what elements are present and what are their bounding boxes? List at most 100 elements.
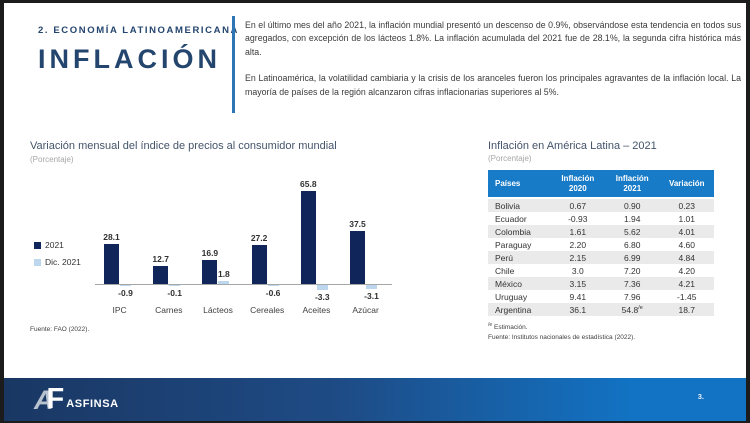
logo-letter-f: F bbox=[46, 382, 65, 415]
intro-paragraph-2: En Latinoamérica, la volatilidad cambiar… bbox=[245, 73, 741, 97]
table-row-paraguay: Paraguay 2.20 6.80 4.60 bbox=[488, 238, 714, 251]
bar-ipc-2021 bbox=[104, 244, 119, 284]
table-cell: 1.94 bbox=[623, 213, 641, 224]
x-axis-line bbox=[95, 284, 392, 285]
accent-divider bbox=[232, 16, 235, 113]
bar-value-label: 28.1 bbox=[103, 232, 120, 243]
section-kicker: 2. ECONOMÍA LATINOAMERICANA bbox=[38, 25, 240, 36]
bar-chart-canvas: 28.1 -0.9 IPC 12.7 -0.1 Carnes 16.9 1.8 Lácteos 2… bbox=[30, 170, 464, 322]
table-cell: 54.8/e bbox=[621, 304, 643, 315]
page-number: 3. bbox=[697, 392, 704, 401]
table-cell: 7.20 bbox=[623, 265, 641, 276]
legend-label: 2021 bbox=[45, 240, 64, 250]
table-row-bolivia: Bolivia 0.67 0.90 0.23 bbox=[488, 198, 714, 213]
chart-source: Fuente: FAO (2022). bbox=[30, 326, 90, 333]
table-cell: -0.93 bbox=[568, 213, 588, 224]
table-header-cell: Inflación 2021 bbox=[605, 170, 660, 200]
table-row-argentina: Argentina 36.1 54.8/e 18.7 bbox=[488, 303, 714, 317]
table-cell: Ecuador bbox=[495, 213, 527, 224]
table-header-cell: Países bbox=[488, 170, 551, 200]
bar-azúcar-dic-2021 bbox=[366, 285, 377, 290]
bar-value-label: 65.8 bbox=[300, 178, 317, 189]
table-cell: 0.90 bbox=[623, 200, 641, 211]
table-cell: 1.01 bbox=[678, 213, 696, 224]
page-title: INFLACIÓN bbox=[38, 44, 221, 74]
footer-band: A F ASFINSA 3. bbox=[4, 378, 746, 421]
table-header-row: Países Inflación 2020 Inflación 2021 Variac… bbox=[488, 170, 714, 200]
bar-cereales-2021 bbox=[251, 245, 267, 284]
logo-letter-a: A bbox=[34, 384, 54, 415]
chart-subtitle: (Porcentaje) bbox=[30, 155, 74, 164]
bar-value-label: 27.2 bbox=[250, 233, 268, 244]
bar-carnes-2021 bbox=[153, 265, 169, 284]
bar-lácteos-2021 bbox=[202, 260, 218, 284]
bar-value-label: -0.1 bbox=[167, 287, 183, 298]
legend-item-2021: 2021 bbox=[34, 240, 64, 250]
table-cell: Paraguay bbox=[495, 239, 532, 250]
intro-text: En el último mes del año 2021, la inflac… bbox=[245, 19, 741, 99]
table-cell: 4.60 bbox=[678, 239, 696, 250]
bar-aceites-dic-2021 bbox=[316, 285, 328, 290]
header: 2. ECONOMÍA LATINOAMERICANA INFLACIÓN bbox=[38, 25, 239, 75]
table-cell: 7.96 bbox=[623, 291, 641, 302]
bar-lácteos-dic-2021 bbox=[218, 281, 230, 284]
table-block: Inflación en América Latina – 2021 (Porc… bbox=[488, 140, 714, 343]
bar-ipc-dic-2021 bbox=[120, 285, 131, 287]
table-row-uruguay: Uruguay 9.41 7.96 -1.45 bbox=[488, 290, 714, 303]
category-label-cereales: Cereales bbox=[250, 305, 285, 315]
table-cell: Chile bbox=[495, 265, 515, 276]
logo-wordmark: ASFINSA bbox=[66, 398, 119, 411]
table-cell: 9.41 bbox=[569, 291, 587, 302]
table-row-méxico: México 3.15 7.36 4.21 bbox=[488, 277, 714, 291]
bar-value-label: -3.1 bbox=[364, 291, 379, 302]
table-header-cell: Inflación 2020 bbox=[550, 170, 606, 200]
table-cell: 5.62 bbox=[623, 226, 641, 237]
inflation-table: Países Inflación 2020 Inflación 2021 Variac… bbox=[488, 170, 714, 317]
table-cell: 3.15 bbox=[569, 278, 587, 289]
table-cell: 1.61 bbox=[569, 226, 587, 237]
bar-value-label: -0.6 bbox=[265, 287, 281, 298]
intro-paragraph-1: En el último mes del año 2021, la inflac… bbox=[245, 20, 741, 57]
bar-value-label: 16.9 bbox=[201, 248, 219, 258]
bar-cereales-dic-2021 bbox=[267, 285, 279, 286]
table-cell: 2.15 bbox=[569, 252, 587, 263]
table-source: Fuente: Institutos nacionales de estadís… bbox=[488, 334, 636, 342]
table-cell: 0.23 bbox=[678, 200, 696, 211]
table-row-ecuador: Ecuador -0.93 1.94 1.01 bbox=[488, 212, 714, 225]
table-row-chile: Chile 3.0 7.20 4.20 bbox=[488, 264, 714, 277]
table-cell: Uruguay bbox=[495, 291, 528, 302]
table-header-cell: Variación bbox=[659, 170, 714, 200]
category-label-carnes: Carnes bbox=[155, 305, 183, 315]
table-cell: México bbox=[495, 278, 522, 289]
chart-title: Variación mensual del índice de precios … bbox=[30, 140, 337, 152]
category-label-azúcar: Azúcar bbox=[352, 305, 379, 315]
legend-swatch bbox=[34, 241, 41, 249]
bar-value-label: -3.3 bbox=[314, 291, 330, 302]
table-subtitle: (Porcentaje) bbox=[488, 154, 532, 163]
table-cell: -1.45 bbox=[677, 291, 697, 302]
table-cell: Colombia bbox=[495, 226, 531, 237]
table-footnotes: /e Estimación. Fuente: Institutos nacion… bbox=[488, 322, 714, 343]
table-cell: 7.36 bbox=[623, 278, 641, 289]
category-label-ipc: IPC bbox=[112, 305, 127, 315]
table-title: Inflación en América Latina – 2021 bbox=[488, 140, 657, 152]
table-cell: Bolivia bbox=[495, 200, 521, 211]
legend-label: Dic. 2021 bbox=[45, 257, 81, 267]
category-label-lácteos: Lácteos bbox=[203, 305, 233, 315]
table-cell: 0.67 bbox=[569, 200, 587, 211]
table-cell: 6.99 bbox=[623, 252, 641, 263]
table-cell: 4.21 bbox=[678, 278, 696, 289]
footnote-estimation: /e Estimación. bbox=[488, 322, 528, 332]
table-cell: 4.01 bbox=[678, 226, 696, 237]
bar-azúcar-2021 bbox=[350, 230, 365, 284]
table-row-colombia: Colombia 1.61 5.62 4.01 bbox=[488, 225, 714, 239]
table-cell: 18.7 bbox=[678, 304, 696, 315]
asfinsa-logo: A F ASFINSA bbox=[34, 382, 119, 415]
table-cell: 36.1 bbox=[569, 304, 587, 315]
table-cell: Argentina bbox=[495, 304, 532, 315]
table-cell: 6.80 bbox=[623, 239, 641, 250]
category-label-aceites: Aceites bbox=[302, 305, 331, 315]
table-cell: Perú bbox=[495, 252, 513, 263]
bar-value-label: 37.5 bbox=[349, 218, 366, 229]
